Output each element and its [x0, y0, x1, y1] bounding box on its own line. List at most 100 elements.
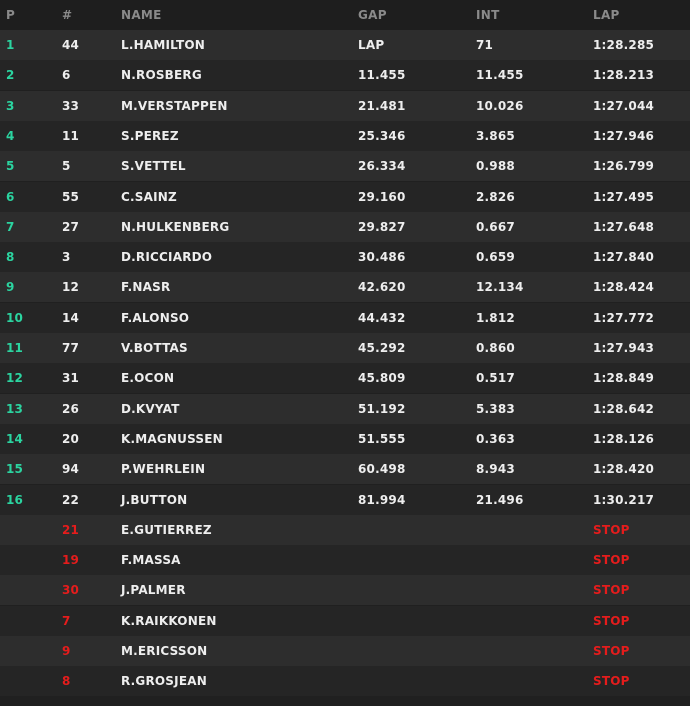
driver-name: K.RAIKKONEN — [121, 613, 217, 628]
last-lap-time: 1:28.213 — [593, 68, 655, 83]
driver-number: 19 — [62, 553, 80, 568]
last-lap-time: 1:27.946 — [593, 128, 655, 143]
interval: 5.383 — [476, 401, 515, 416]
gap-to-leader: 81.994 — [358, 492, 406, 507]
driver-number: 77 — [62, 341, 80, 355]
table-row: 11 77 V.BOTTAS 45.292 0.860 1:27.943 — [0, 333, 690, 363]
driver-name: J.BUTTON — [121, 492, 188, 507]
driver-name: E.GUTIERREZ — [121, 522, 212, 537]
driver-name: F.MASSA — [121, 553, 181, 568]
interval: 11.455 — [476, 68, 524, 83]
driver-name: S.VETTEL — [121, 159, 186, 174]
gap-to-leader: 11.455 — [358, 68, 406, 83]
interval: 0.988 — [476, 159, 515, 174]
table-row: 8 3 D.RICCIARDO 30.486 0.659 1:27.840 — [0, 242, 690, 273]
driver-position: 3 — [6, 98, 15, 113]
table-row: 3 33 M.VERSTAPPEN 21.481 10.026 1:27.044 — [0, 90, 690, 121]
gap-to-leader: 51.192 — [358, 401, 406, 416]
driver-number: 8 — [62, 674, 71, 689]
driver-number: 20 — [62, 431, 80, 446]
gap-to-leader: 29.827 — [358, 219, 406, 234]
table-row: 7 K.RAIKKONEN STOP — [0, 605, 690, 636]
table-row: 1 44 L.HAMILTON LAP 71 1:28.285 — [0, 30, 690, 60]
last-lap-time: STOP — [593, 613, 630, 628]
driver-number: 30 — [62, 583, 80, 598]
header-position: P — [6, 8, 16, 22]
header-name: NAME — [121, 8, 162, 22]
driver-position: 8 — [6, 250, 15, 265]
driver-name: N.HULKENBERG — [121, 219, 230, 234]
gap-to-leader: 45.292 — [358, 341, 406, 355]
last-lap-time: STOP — [593, 674, 630, 689]
interval: 8.943 — [476, 462, 515, 477]
interval: 0.517 — [476, 371, 515, 386]
last-lap-time: 1:27.648 — [593, 219, 655, 234]
last-lap-time: 1:30.217 — [593, 492, 655, 507]
driver-number: 6 — [62, 68, 71, 83]
driver-position: 10 — [6, 310, 24, 325]
last-lap-time: 1:27.044 — [593, 98, 655, 113]
table-row: 8 R.GROSJEAN STOP — [0, 666, 690, 697]
driver-name: K.MAGNUSSEN — [121, 431, 223, 446]
driver-number: 31 — [62, 371, 80, 386]
table-row: 16 22 J.BUTTON 81.994 21.496 1:30.217 — [0, 484, 690, 515]
last-lap-time: 1:28.126 — [593, 431, 655, 446]
driver-name: E.OCON — [121, 371, 175, 386]
interval: 0.667 — [476, 219, 515, 234]
last-lap-time: 1:27.772 — [593, 310, 655, 325]
interval: 71 — [476, 38, 494, 52]
driver-number: 55 — [62, 189, 80, 204]
driver-number: 12 — [62, 280, 80, 295]
last-lap-time: STOP — [593, 522, 630, 537]
gap-to-leader: 29.160 — [358, 189, 406, 204]
driver-number: 21 — [62, 522, 80, 537]
gap-to-leader: 30.486 — [358, 250, 406, 265]
last-lap-time: 1:28.420 — [593, 462, 655, 477]
driver-number: 7 — [62, 613, 71, 628]
driver-name: L.HAMILTON — [121, 38, 206, 52]
last-lap-time: 1:28.424 — [593, 280, 655, 295]
driver-name: F.NASR — [121, 280, 171, 295]
driver-name: M.VERSTAPPEN — [121, 98, 228, 113]
gap-to-leader: 44.432 — [358, 310, 406, 325]
interval: 3.865 — [476, 128, 515, 143]
table-row: 6 55 C.SAINZ 29.160 2.826 1:27.495 — [0, 181, 690, 212]
last-lap-time: 1:28.642 — [593, 401, 655, 416]
last-lap-time: 1:28.285 — [593, 38, 655, 52]
table-row: 14 20 K.MAGNUSSEN 51.555 0.363 1:28.126 — [0, 423, 690, 454]
table-row: 7 27 N.HULKENBERG 29.827 0.667 1:27.648 — [0, 211, 690, 242]
driver-position: 4 — [6, 128, 15, 143]
driver-name: J.PALMER — [121, 583, 186, 598]
table-row: 4 11 S.PEREZ 25.346 3.865 1:27.946 — [0, 120, 690, 151]
driver-name: S.PEREZ — [121, 128, 179, 143]
gap-to-leader: LAP — [358, 38, 385, 52]
header-number: # — [62, 8, 73, 22]
driver-name: D.RICCIARDO — [121, 250, 213, 265]
interval: 0.659 — [476, 250, 515, 265]
table-row: 2 6 N.ROSBERG 11.455 11.455 1:28.213 — [0, 60, 690, 91]
driver-position: 13 — [6, 401, 24, 416]
last-lap-time: STOP — [593, 644, 630, 658]
gap-to-leader: 25.346 — [358, 128, 406, 143]
driver-position: 6 — [6, 189, 15, 204]
driver-name: C.SAINZ — [121, 189, 177, 204]
driver-name: M.ERICSSON — [121, 644, 208, 658]
driver-number: 3 — [62, 250, 71, 265]
gap-to-leader: 26.334 — [358, 159, 406, 174]
driver-name: P.WEHRLEIN — [121, 462, 206, 477]
table-row: 9 M.ERICSSON STOP — [0, 636, 690, 666]
interval: 21.496 — [476, 492, 524, 507]
table-row: 9 12 F.NASR 42.620 12.134 1:28.424 — [0, 272, 690, 303]
interval: 0.860 — [476, 341, 515, 355]
driver-name: F.ALONSO — [121, 310, 190, 325]
driver-number: 94 — [62, 462, 80, 477]
header-last-lap: LAP — [593, 8, 620, 22]
header-interval: INT — [476, 8, 500, 22]
driver-position: 2 — [6, 68, 15, 83]
last-lap-time: 1:28.849 — [593, 371, 655, 386]
driver-position: 14 — [6, 431, 24, 446]
table-row: 5 5 S.VETTEL 26.334 0.988 1:26.799 — [0, 151, 690, 182]
gap-to-leader: 60.498 — [358, 462, 406, 477]
last-lap-time: 1:27.943 — [593, 341, 655, 355]
table-row: 15 94 P.WEHRLEIN 60.498 8.943 1:28.420 — [0, 454, 690, 485]
